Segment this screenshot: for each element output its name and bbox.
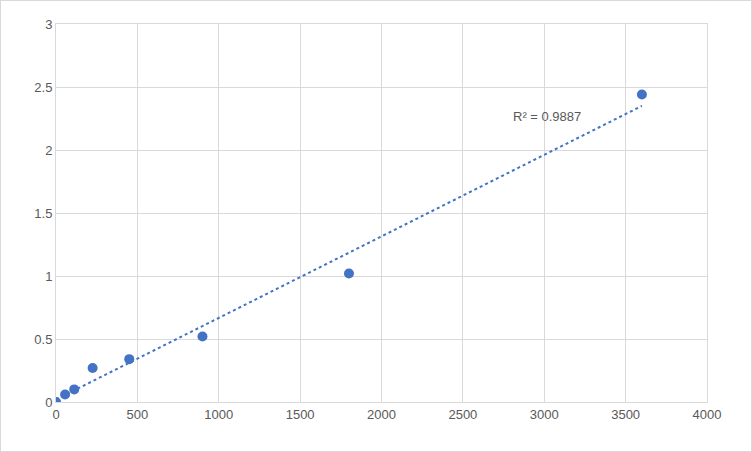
svg-text:500: 500: [127, 407, 149, 422]
svg-text:0: 0: [45, 395, 52, 410]
svg-text:0.5: 0.5: [34, 332, 52, 347]
svg-text:4000: 4000: [693, 407, 722, 422]
svg-text:1000: 1000: [204, 407, 233, 422]
svg-text:3500: 3500: [611, 407, 640, 422]
svg-text:3000: 3000: [530, 407, 559, 422]
svg-text:2.5: 2.5: [34, 80, 52, 95]
svg-text:1500: 1500: [286, 407, 315, 422]
svg-text:2: 2: [45, 143, 52, 158]
svg-text:2500: 2500: [448, 407, 477, 422]
svg-text:1.5: 1.5: [34, 206, 52, 221]
svg-text:R² = 0.9887: R² = 0.9887: [513, 109, 581, 124]
svg-text:2000: 2000: [367, 407, 396, 422]
svg-text:0: 0: [52, 407, 59, 422]
svg-text:3: 3: [45, 17, 52, 32]
svg-text:1: 1: [45, 269, 52, 284]
